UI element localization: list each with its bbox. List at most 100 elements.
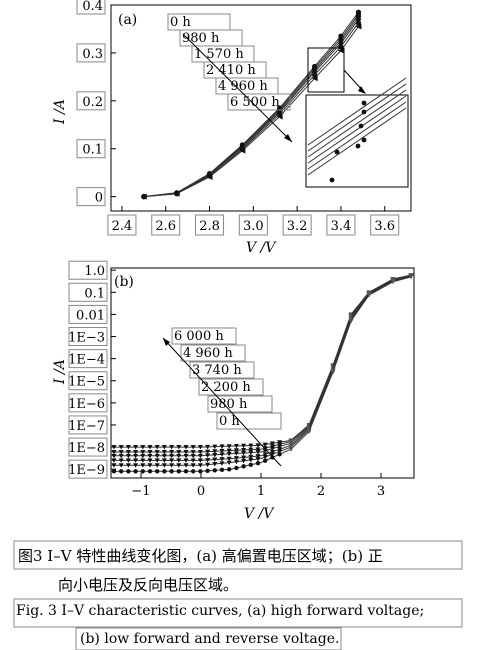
- panel-a-inset-point: [361, 137, 367, 143]
- panel-b-point: [133, 458, 139, 463]
- panel-b-point: [226, 451, 232, 457]
- panel-b-point: [233, 451, 239, 456]
- panel-b-point: [205, 449, 211, 455]
- panel-a-label: (a): [118, 12, 137, 28]
- panel-b-point: [126, 469, 131, 474]
- panel-b-point: [147, 449, 153, 455]
- panel-b-point: [118, 449, 124, 455]
- panel-b-point: [255, 443, 261, 448]
- panel-b-point: [255, 457, 261, 462]
- panel-b-point: [183, 458, 189, 463]
- panel-b-legend-label: 980 h: [210, 397, 248, 412]
- panel-b: (b) 1.0 0.1 0.01 1E−3 1E−4 1E−5 1E−6 1E−7 1E−8 1E…: [52, 260, 415, 522]
- panel-a-inset-point: [361, 109, 367, 115]
- panel-b-point: [233, 456, 239, 461]
- panel-a-inset-line: [307, 89, 407, 158]
- panel-b-point: [161, 449, 167, 455]
- panel-b-point: [111, 463, 117, 468]
- panel-b-point: [269, 441, 275, 446]
- panel-b-point: [269, 452, 275, 457]
- panel-b-point: [111, 453, 117, 459]
- panel-b-point: [190, 449, 196, 455]
- panel-b-point: [133, 469, 138, 474]
- panel-b-point: [140, 445, 146, 450]
- panel-b-ytick-label: 1.0: [84, 264, 105, 279]
- panel-b-point: [190, 463, 196, 468]
- panel-b-point: [183, 463, 189, 468]
- panel-b-yaxis: 1.0 0.1 0.01 1E−3 1E−4 1E−5 1E−6 1E−7 1E−8 1E−9: [68, 260, 116, 479]
- panel-b-ytick-box: [68, 393, 108, 413]
- panel-b-point: [262, 442, 268, 448]
- panel-b-point: [197, 445, 203, 450]
- panel-a-legend-arrowhead: [284, 134, 292, 142]
- panel-a-xtick-box: [195, 214, 225, 236]
- panel-b-xtick-label: 1: [257, 484, 265, 499]
- panel-a-xtick-box: [370, 214, 400, 236]
- panel-b-point: [161, 458, 167, 463]
- panel-a-inset-point: [355, 143, 361, 149]
- panel-b-legend-label: 4 960 h: [183, 346, 233, 361]
- panel-a-xtick-box: [151, 214, 181, 236]
- panel-a-series-line: [143, 26, 359, 198]
- panel-b-point: [277, 452, 282, 457]
- panel-a-point: [173, 190, 180, 197]
- panel-b-point: [161, 445, 167, 450]
- panel-b-point: [288, 447, 294, 452]
- panel-b-ytick-label: 1E−3: [68, 331, 105, 346]
- panel-b-point: [133, 463, 139, 468]
- panel-b-point: [205, 444, 211, 450]
- panel-b-point: [226, 448, 232, 454]
- panel-b-point: [248, 443, 254, 449]
- panel-b-ytick-box: [68, 415, 108, 435]
- panel-b-point: [262, 452, 268, 457]
- panel-b-point: [118, 458, 124, 463]
- panel-b-xtick-label: 2: [317, 484, 325, 499]
- panel-b-point: [255, 454, 261, 459]
- panel-b-point: [219, 457, 225, 462]
- panel-b-ytick-label: 1E−8: [68, 441, 105, 456]
- panel-b-point: [140, 449, 146, 455]
- panel-b-point: [205, 462, 211, 468]
- panel-b-point: [140, 458, 146, 463]
- panel-a-zoom-arrowhead: [358, 86, 366, 94]
- panel-a-xtick-label: 3.0: [243, 219, 264, 234]
- panel-b-ytick-label: 1E−7: [68, 419, 105, 434]
- panel-a-xtick-box: [107, 214, 137, 236]
- panel-b-point: [190, 445, 196, 450]
- panel-a-xtick-box: [326, 214, 356, 236]
- panel-b-legend-label: 2 200 h: [201, 380, 251, 395]
- panel-a-ytick-label: 0.2: [82, 95, 103, 110]
- panel-b-point: [255, 460, 261, 466]
- panel-b-point: [233, 443, 239, 449]
- panel-b-point: [147, 453, 153, 459]
- panel-b-ytick-label: 1E−9: [68, 463, 105, 478]
- panel-a-xtick-label: 2.6: [155, 219, 176, 234]
- panel-b-point: [125, 463, 131, 468]
- panel-b-point: [111, 449, 117, 455]
- panel-b-point: [212, 468, 217, 473]
- panel-b-point: [111, 469, 117, 474]
- caption-zh-line1: 图3 I–V 特性曲线变化图，(a) 高偏置电压区域；(b) 正: [18, 547, 383, 565]
- panel-b-point: [169, 463, 175, 468]
- panel-a-ytick-label: 0.1: [82, 143, 103, 158]
- panel-a-xaxis: 2.4 2.6 2.8 3.0 3.2 3.4 3.6: [107, 206, 400, 236]
- panel-a-legend-label: 4 960 h: [218, 79, 268, 94]
- panel-b-point: [118, 445, 124, 450]
- panel-a-legend-label: 6 500 h: [230, 95, 280, 110]
- panel-b-point: [118, 453, 124, 459]
- panel-b-ytick-label: 0.01: [76, 308, 105, 323]
- panel-b-point: [140, 469, 145, 474]
- panel-b-point: [248, 450, 254, 456]
- panel-b-point: [212, 457, 218, 463]
- panel-b-point: [125, 453, 131, 459]
- panel-b-point: [205, 453, 211, 458]
- panel-b-ytick-box: [68, 459, 108, 479]
- panel-a-point: [355, 23, 362, 30]
- panel-b-point: [147, 463, 153, 468]
- panel-b-point: [176, 445, 182, 450]
- panel-a: (a) 00.10.20.30.4 2.4 2.6 2.8 3.0 3.2 3.4 3.6 …: [52, 0, 412, 256]
- panel-b-ytick-box: [68, 327, 108, 347]
- panel-b-point: [255, 450, 261, 455]
- panel-b-point: [205, 457, 211, 463]
- panel-a-ytick-box: [76, 43, 106, 63]
